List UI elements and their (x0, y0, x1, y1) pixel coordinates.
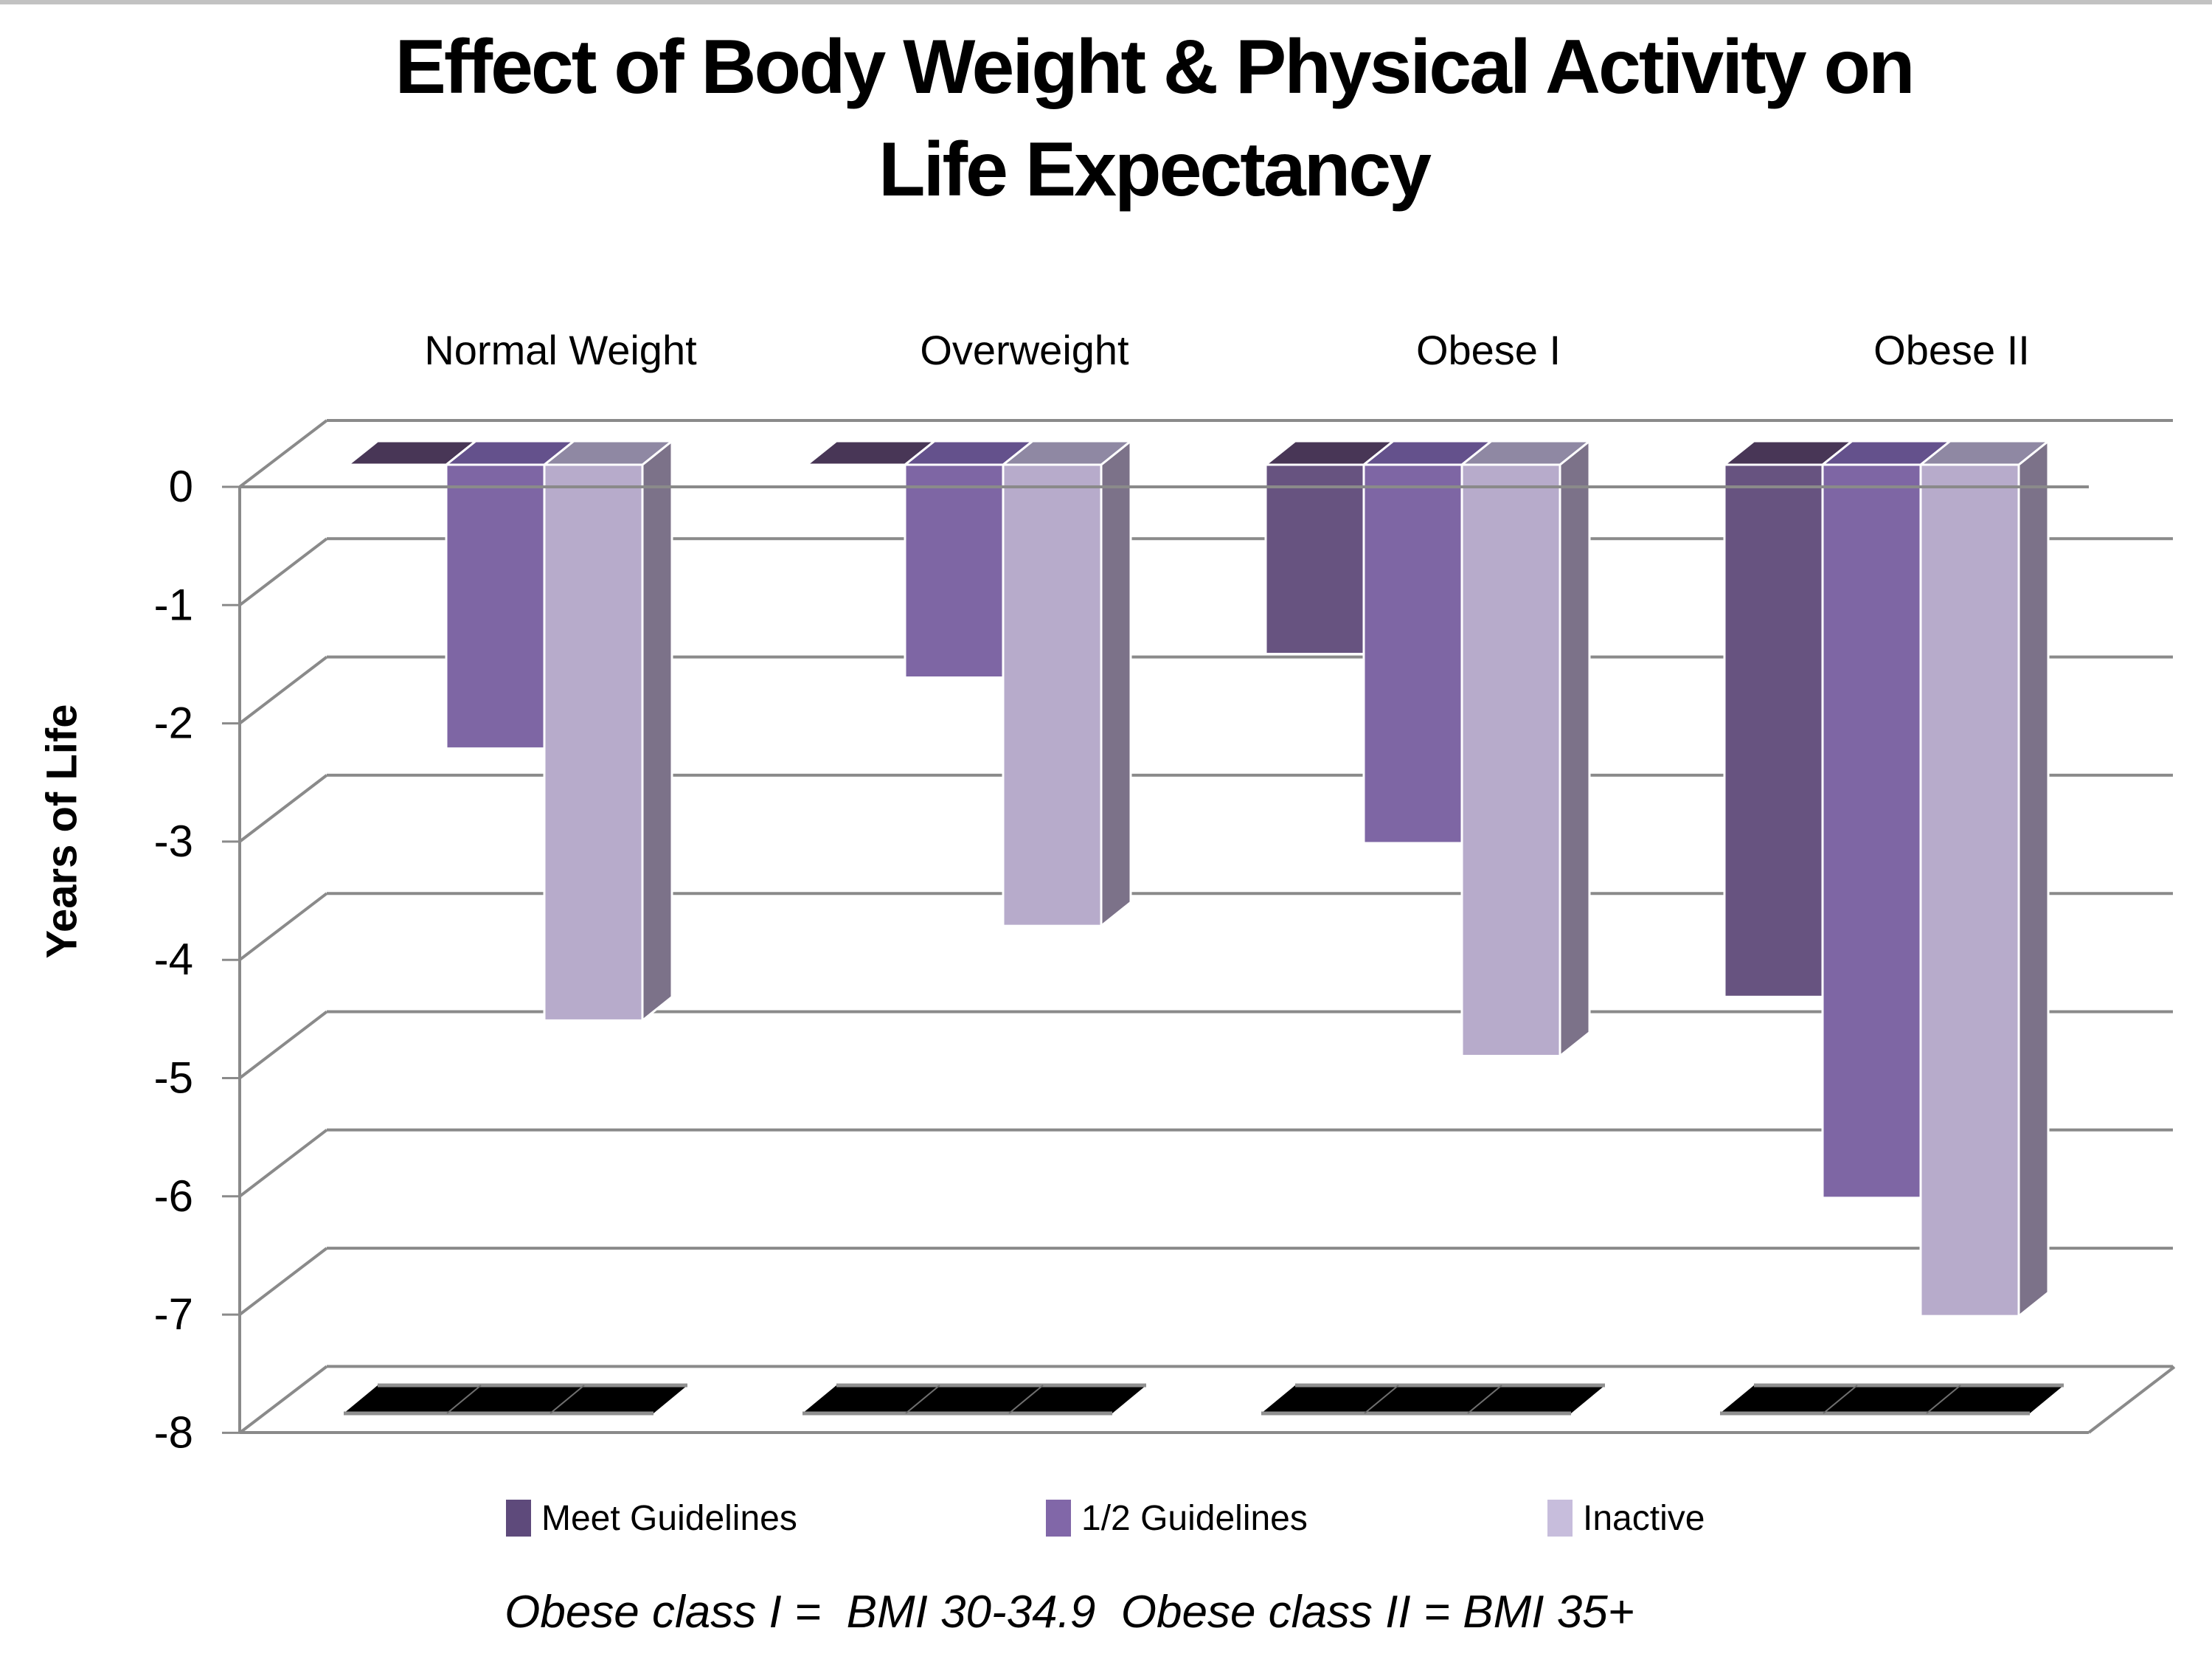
floor-shadow-obese-i (1261, 1385, 1605, 1413)
legend-label-inactive: Inactive (1583, 1498, 1705, 1538)
bar-inactive-normal-weight (543, 463, 644, 1022)
legend-swatch-half-guidelines (1046, 1500, 1071, 1537)
y-tick-label--4: -4 (154, 935, 193, 984)
gridline-slant--4 (238, 892, 328, 961)
bar-1-2-guidelines-obese-i (1362, 463, 1463, 845)
chart-title-line-1: Effect of Body Weight & Physical Activit… (395, 24, 1915, 110)
legend-label-half-guidelines: 1/2 Guidelines (1081, 1498, 1308, 1538)
floor-shadow-obese-ii (1720, 1385, 2064, 1413)
bar-meet-guidelines-obese-i (1264, 463, 1365, 655)
page-top-border (0, 0, 2212, 4)
y-tick-label--7: -7 (154, 1289, 193, 1339)
bar-side-inactive-obese-i (1559, 438, 1591, 1059)
y-tick-label--8: -8 (154, 1407, 193, 1457)
gridline-slant--5 (238, 1010, 328, 1080)
chart-title: Effect of Body Weight & Physical Activit… (96, 16, 2212, 222)
legend-label-meet-guidelines: Meet Guidelines (541, 1498, 797, 1538)
category-label-obese-i: Obese I (1416, 327, 1561, 373)
floor-shadow-overweight (802, 1385, 1146, 1413)
floor-shadow-divider-normal-weight-1 (446, 1385, 482, 1414)
floor-shadow-divider-obese-ii-2 (1926, 1385, 1961, 1414)
floor-shadow-divider-obese-i-2 (1467, 1385, 1502, 1414)
axis-labels: 0 -1 -2 -3 -4 -5 -6 -7 -8 Normal Weight Overweight… (154, 327, 2030, 1457)
gridline-slant--1 (238, 537, 328, 606)
floor-shadow-divider-overweight-1 (905, 1385, 940, 1414)
floor (240, 1365, 2176, 1434)
gridline-slant--3 (238, 774, 328, 843)
y-tick-label--1: -1 (154, 580, 193, 629)
bar-1-2-guidelines-overweight (904, 463, 1005, 679)
legend-swatch-inactive (1547, 1500, 1573, 1537)
floor-right-edge (2087, 1365, 2176, 1434)
y-tick-label--5: -5 (154, 1053, 193, 1103)
front-axis-lines (238, 485, 2089, 1433)
gridline-slant--6 (238, 1129, 328, 1198)
gridline-slant--7 (238, 1247, 328, 1316)
bar-1-2-guidelines-obese-ii (1821, 463, 1922, 1199)
floor-shadows (344, 1383, 2064, 1416)
legend-swatch-meet-guidelines (506, 1500, 531, 1537)
y-tick-label--3: -3 (154, 817, 193, 866)
gridline-slant--8 (238, 1365, 328, 1434)
bars (344, 438, 2052, 1319)
category-label-overweight: Overweight (920, 327, 1129, 373)
category-label-normal-weight: Normal Weight (424, 327, 697, 373)
legend-item-inactive: Inactive (1547, 1497, 1705, 1539)
bar-side-inactive-obese-ii (2017, 438, 2050, 1319)
gridline-slant--2 (238, 656, 328, 725)
bar-meet-guidelines-obese-ii (1723, 463, 1824, 998)
bar-side-inactive-overweight (1100, 438, 1132, 929)
floor-shadow-normal-weight (344, 1385, 687, 1413)
legend-item-half-guidelines: 1/2 Guidelines (1046, 1497, 1308, 1539)
bar-side-inactive-normal-weight (641, 438, 673, 1023)
gridline-slant-0 (238, 419, 328, 488)
floor-shadow-divider-obese-ii-1 (1823, 1385, 1858, 1414)
category-label-obese-ii: Obese II (1873, 327, 2030, 373)
bar-inactive-obese-i (1460, 463, 1561, 1057)
y-tick-label--2: -2 (154, 699, 193, 748)
chart-title-line-2: Life Expectancy (878, 127, 1432, 213)
bar-inactive-obese-ii (1919, 463, 2020, 1317)
floor-shadow-divider-obese-i-1 (1364, 1385, 1399, 1414)
footnote-bmi-definitions: Obese class I = BMI 30-34.9 Obese class … (505, 1587, 1634, 1638)
y-tick-label--6: -6 (154, 1171, 193, 1221)
bar-1-2-guidelines-normal-weight (445, 463, 546, 750)
floor-shadow-divider-overweight-2 (1008, 1385, 1044, 1414)
y-tick-label-0: 0 (169, 462, 193, 511)
floor-shadow-divider-normal-weight-2 (549, 1385, 585, 1414)
bar-inactive-overweight (1002, 463, 1103, 927)
legend-item-meet-guidelines: Meet Guidelines (506, 1497, 797, 1539)
